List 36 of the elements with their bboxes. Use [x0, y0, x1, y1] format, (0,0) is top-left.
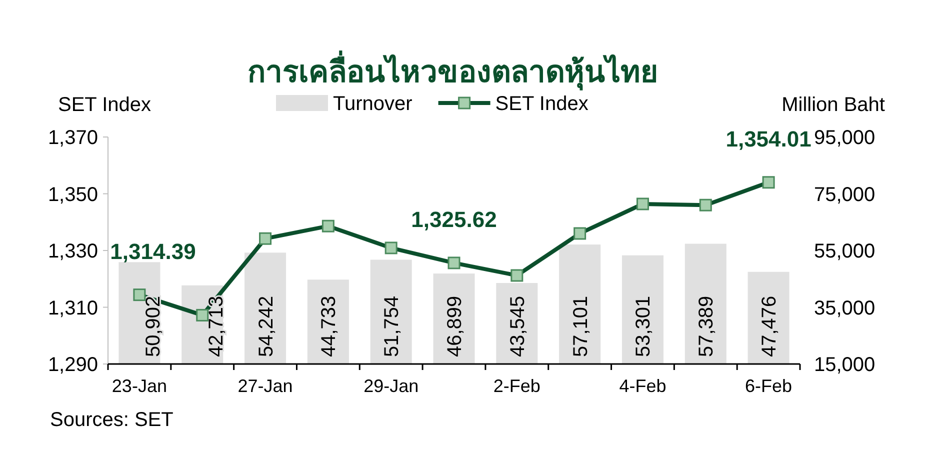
- annotation: 1,354.01: [726, 126, 812, 152]
- y-tick-label: 1,330: [48, 240, 98, 262]
- data-label: 46,899: [444, 296, 466, 357]
- data-label: 42,713: [205, 296, 228, 357]
- y2-tick-label: 55,000: [814, 240, 876, 262]
- data-label: 57,101: [570, 296, 592, 357]
- data-label: 51,754: [381, 296, 404, 357]
- x-tick-label: 29-Jan: [364, 376, 419, 396]
- y-tick-label: 1,290: [48, 354, 98, 376]
- data-label: 43,545: [506, 296, 529, 357]
- annotation: 1,314.39: [110, 238, 196, 264]
- y-tick-label: 1,370: [48, 127, 98, 149]
- x-tick-label: 27-Jan: [238, 376, 293, 396]
- legend-label: Turnover: [333, 93, 413, 115]
- y-tick-label: 1,310: [48, 297, 98, 320]
- data-label: 57,389: [696, 296, 718, 357]
- y-axis-title: SET Index: [58, 94, 152, 116]
- x-tick-label: 4-Feb: [619, 376, 666, 396]
- y2-tick-label: 95,000: [814, 127, 876, 149]
- y2-tick-label: 15,000: [814, 354, 876, 376]
- data-label: 47,476: [758, 296, 781, 357]
- data-label: 44,733: [318, 296, 340, 357]
- source-note: Sources: SET: [50, 409, 174, 431]
- y2-axis-title: Million Baht: [782, 94, 886, 116]
- y2-tick-label: 75,000: [814, 184, 876, 206]
- chart-title: การเคลื่อนไหวของตลาดหุ้นไทย: [248, 50, 658, 91]
- x-tick-label: 23-Jan: [112, 376, 167, 396]
- y-tick-label: 1,350: [48, 184, 98, 206]
- data-label: 50,902: [142, 296, 164, 357]
- x-tick-label: 6-Feb: [745, 376, 792, 396]
- y2-tick-label: 35,000: [814, 297, 876, 320]
- data-label: 53,301: [632, 296, 655, 357]
- annotation: 1,325.62: [411, 206, 497, 232]
- legend-label: SET Index: [495, 93, 588, 115]
- data-label: 54,242: [255, 296, 278, 357]
- x-tick-label: 2-Feb: [493, 376, 540, 396]
